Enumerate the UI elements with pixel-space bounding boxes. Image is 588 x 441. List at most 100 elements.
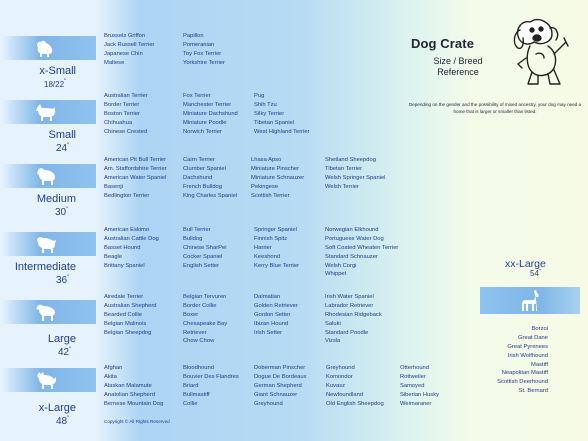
breed-column: Bloodhound Bouvier Des Flandres Briard B…	[183, 364, 239, 408]
terrier-silhouette-icon	[36, 104, 55, 121]
size-label-medium: Medium	[36, 193, 76, 205]
breed-item: Keeshond	[254, 253, 281, 260]
breed-column: Cairn Terrier Clumber Spaniel Dachshund …	[183, 156, 237, 200]
breed-item: Border Terrier	[104, 101, 140, 108]
breed-item: Border Collie	[183, 302, 217, 309]
breed-item: Irish Wolfhound	[507, 352, 548, 359]
xlarge-dog-silhouette-icon	[37, 372, 56, 389]
breed-item: Dalmatian	[254, 294, 281, 300]
size-label-x-large: x-Large	[38, 402, 76, 414]
size-dims-x-small: 18/22"	[44, 79, 67, 89]
dog-box-large	[0, 300, 96, 324]
breed-item: West Highland Terrier	[254, 128, 310, 135]
size-dims-intermediate: 36"	[56, 275, 70, 286]
breed-item: Irish Water Spaniel	[325, 294, 374, 300]
breed-item: Boxer	[183, 311, 199, 318]
breed-item: Vizsla	[325, 338, 341, 345]
breed-item: Am. Staffordshire Terrier	[104, 165, 167, 172]
breed-item: King Charles Spaniel	[183, 192, 238, 199]
size-label-small: Small	[48, 129, 76, 141]
subtitle-line2: Reference	[437, 67, 479, 77]
breed-item: Briard	[183, 382, 199, 389]
breed-item: Chow Chow	[183, 338, 215, 345]
breed-item: Belgian Sheepdog	[104, 329, 152, 336]
breed-item: Chinese Crested	[104, 128, 148, 135]
breed-item: Brittany Spaniel	[104, 262, 145, 269]
page-title: Dog Crate	[411, 36, 475, 51]
breed-column: Lhasa Apso Miniature Pinscher Miniature …	[251, 156, 304, 200]
breed-item: Bearded Collie	[104, 311, 143, 318]
breed-item: Tibetan Spaniel	[254, 119, 295, 126]
breed-item: Great Dane	[518, 334, 548, 341]
breed-column: Fox Terrier Manchester Terrier Miniature…	[183, 92, 238, 136]
breed-column: Springer Spaniel Finnish Spitz Harrier K…	[254, 226, 299, 270]
breed-item: Yorkshire Terrier	[183, 59, 225, 66]
breed-item: Springer Spaniel	[254, 227, 297, 233]
breed-column: Otterhound Rottweiler Samoyed Siberian H…	[400, 364, 439, 408]
breed-item: Greyhound	[254, 400, 283, 407]
breed-item: Chihuahua	[104, 119, 133, 126]
breed-item: Papillon	[183, 33, 204, 39]
breed-item: Bedlington Terrier	[104, 192, 150, 199]
page-subtitle: Size / Breed Reference	[409, 56, 507, 78]
breed-item: Miniature Poodle	[183, 119, 227, 126]
breed-item: Bloodhound	[183, 365, 214, 371]
breed-item: Doberman Pinscher	[254, 365, 306, 371]
breed-item: Basset Hound	[104, 244, 141, 251]
size-label-x-small: x-Small	[39, 65, 76, 77]
breed-item: Kuvasz	[326, 382, 346, 389]
breed-item: Mastiff	[531, 361, 548, 368]
breed-item: Labrador Retriever	[325, 302, 374, 309]
breed-item: Fox Terrier	[183, 93, 211, 99]
breed-item: Dachshund	[183, 174, 213, 181]
breed-item: Welsh Terrier	[325, 183, 359, 190]
breed-item: Norwegian Elkhound	[325, 227, 379, 233]
breed-item: German Shepherd	[254, 382, 302, 389]
breed-item: Bouvier Des Flandres	[183, 373, 239, 380]
breed-item: Ibizan Hound	[254, 320, 289, 327]
breed-item: Chesapeake Bay	[183, 320, 228, 327]
size-dims-x-large: 48"	[56, 416, 70, 427]
breed-column: Greyhound Komondor Kuvasz Newfoundland O…	[326, 364, 384, 408]
dog-box-x-large	[0, 368, 96, 392]
breed-item: Cocker Spaniel	[183, 253, 223, 260]
medium-dog-silhouette-icon	[37, 168, 56, 185]
size-dims-small: 24"	[56, 143, 70, 154]
breed-item: Maltese	[104, 59, 125, 66]
subtitle-line1: Size / Breed	[433, 56, 483, 66]
breed-item: Belgian Malinois	[104, 320, 147, 327]
breed-item: Portuguese Water Dog	[325, 235, 384, 242]
breed-item: American Pit Bull Terrier	[104, 157, 167, 163]
breed-item: Borzoi	[531, 326, 548, 332]
breed-item: Toy Fox Terrier	[183, 50, 222, 57]
breed-item: Neapolitan Mastiff	[501, 370, 548, 377]
breed-column: Shetland Sheepdog Tibetan Terrier Welsh …	[325, 156, 385, 192]
breed-item: Gordon Setter	[254, 311, 291, 318]
breed-item: Shetland Sheepdog	[325, 157, 376, 163]
breed-item: Greyhound	[326, 365, 355, 371]
breed-item: Finnish Spitz	[254, 235, 288, 242]
breed-item: Soft Coated Wheaten Terrier	[325, 244, 399, 251]
size-label-intermediate: Intermediate	[14, 261, 76, 273]
breed-item: Tibetan Terrier	[325, 165, 363, 172]
sizing-note: Depending on the gender and the possibil…	[408, 102, 582, 114]
breed-item: American Water Spaniel	[104, 174, 167, 181]
breed-item: St. Bernard	[518, 388, 548, 395]
breed-item: Beagle	[104, 253, 123, 260]
breed-item: Otterhound	[400, 365, 430, 371]
breed-item: Samoyed	[400, 382, 425, 389]
breed-item: Scottish Deerhound	[497, 379, 548, 386]
size-dims-large: 42"	[58, 347, 72, 358]
breed-column: Irish Water Spaniel Labrador Retriever R…	[325, 293, 382, 346]
breed-item: Whippet	[325, 271, 347, 278]
size-label-xx-large: xx-Large	[505, 258, 546, 270]
breed-item: Australian Cattle Dog	[104, 235, 159, 242]
breed-item: Manchester Terrier	[183, 101, 232, 108]
breed-item: Pekingese	[251, 183, 279, 190]
breed-item: Giant Schnauzer	[254, 391, 298, 398]
breed-item: Silky Terrier	[254, 110, 285, 117]
breed-item: Bullmastiff	[183, 391, 210, 398]
breed-item: Pomeranian	[183, 41, 215, 48]
size-dims-xx-large: 54"	[530, 269, 541, 278]
breed-item: Norwich Terrier	[183, 128, 222, 135]
